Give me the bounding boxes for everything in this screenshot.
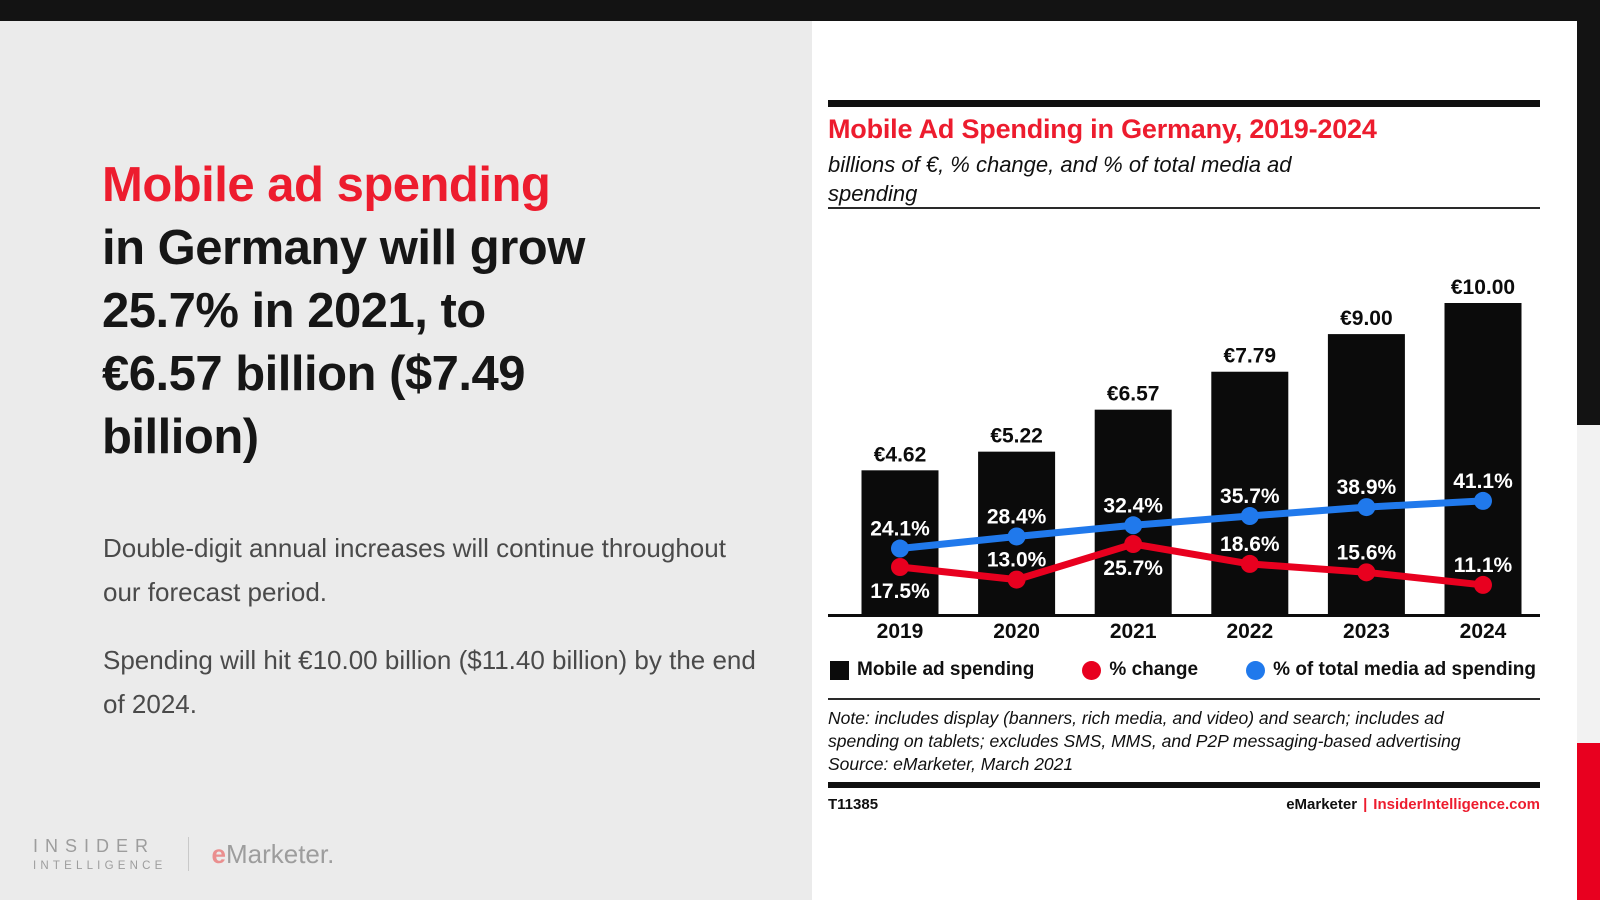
chart-subtitle-line: billions of €, % change, and % of total … — [828, 152, 1292, 177]
svg-text:2020: 2020 — [993, 620, 1040, 643]
svg-text:28.4%: 28.4% — [987, 505, 1047, 528]
headline-line: in Germany will grow — [102, 221, 585, 275]
footer-brand-links: eMarketer | InsiderIntelligence.com — [1286, 796, 1540, 813]
headline-line: billion) — [102, 410, 259, 464]
svg-text:11.1%: 11.1% — [1454, 554, 1513, 577]
svg-text:25.7%: 25.7% — [1103, 557, 1163, 580]
summary-panel: Mobile ad spending in Germany will grow … — [0, 21, 812, 900]
title-top-rule — [828, 100, 1540, 107]
svg-text:18.6%: 18.6% — [1220, 533, 1280, 556]
right-edge-red-strip — [1577, 743, 1600, 900]
insider-wordmark: INSIDER — [33, 836, 156, 856]
svg-text:38.9%: 38.9% — [1337, 476, 1397, 499]
legend-item-pct-of-total: % of total media ad spending — [1246, 659, 1536, 681]
svg-text:41.1%: 41.1% — [1453, 470, 1513, 493]
chart-subtitle-line: spending — [828, 181, 918, 206]
chart-title: Mobile Ad Spending in Germany, 2019-2024 — [828, 114, 1377, 144]
emarketer-logo-rest: Marketer. — [225, 838, 335, 869]
svg-text:35.7%: 35.7% — [1220, 485, 1280, 508]
legend-swatch-red-dot — [1082, 660, 1102, 680]
brand-lockup: INSIDER INTELLIGENCE eMarketer. — [33, 836, 334, 872]
headline-line: 25.7% in 2021, to — [102, 284, 486, 338]
legend-swatch-blue-dot — [1246, 660, 1266, 680]
legend-item-pct-change: % change — [1082, 659, 1198, 681]
svg-text:2019: 2019 — [877, 620, 924, 643]
chart-note-line: spending on tablets; excludes SMS, MMS, … — [828, 731, 1461, 751]
svg-text:2022: 2022 — [1226, 620, 1273, 643]
chart-note: Note: includes display (banners, rich me… — [828, 698, 1540, 776]
headline: Mobile ad spending in Germany will grow … — [102, 154, 742, 469]
svg-text:2023: 2023 — [1343, 620, 1390, 643]
footer-divider: | — [1363, 796, 1368, 813]
right-edge-gray-strip — [1577, 425, 1600, 743]
chart-card: Mobile Ad Spending in Germany, 2019-2024… — [812, 21, 1577, 900]
headline-highlight: Mobile ad spending — [102, 158, 551, 212]
footer-rule — [828, 782, 1540, 788]
svg-text:€9.00: €9.00 — [1340, 307, 1393, 330]
top-accent-bar — [0, 0, 1600, 21]
svg-text:€7.79: €7.79 — [1224, 345, 1277, 368]
svg-text:€5.22: €5.22 — [990, 425, 1043, 448]
chart-svg: €4.62 €5.22 €6.57 €7.79 €9.00 €10.00 2019 2020 2… — [828, 276, 1540, 643]
chart-legend: Mobile ad spending % change % of total m… — [830, 659, 1536, 681]
svg-text:15.6%: 15.6% — [1337, 541, 1397, 564]
intelligence-wordmark: INTELLIGENCE — [33, 860, 167, 872]
legend-item-mobile-ad-spending: Mobile ad spending — [830, 659, 1034, 681]
legend-label: % change — [1109, 659, 1199, 680]
legend-swatch-bar — [830, 660, 849, 680]
svg-text:32.4%: 32.4% — [1103, 494, 1163, 517]
logo-divider — [188, 837, 190, 871]
chart-footer: T11385 eMarketer | InsiderIntelligence.com — [828, 796, 1540, 813]
svg-text:2021: 2021 — [1110, 620, 1157, 643]
subtitle-rule — [828, 207, 1540, 209]
chart-id: T11385 — [828, 796, 879, 813]
chart-subtitle: billions of €, % change, and % of total … — [828, 150, 1292, 208]
summary-paragraph-1: Double-digit annual increases will conti… — [103, 533, 726, 607]
right-edge-black-strip — [1577, 21, 1600, 425]
svg-text:13.0%: 13.0% — [987, 549, 1047, 572]
svg-text:24.1%: 24.1% — [870, 518, 930, 541]
svg-text:€6.57: €6.57 — [1107, 383, 1160, 406]
chart-note-line: Note: includes display (banners, rich me… — [828, 708, 1444, 728]
footer-emarketer: eMarketer — [1286, 796, 1358, 813]
emarketer-logo-e: e — [211, 838, 226, 869]
svg-text:2024: 2024 — [1460, 620, 1507, 643]
summary-paragraph-2: Spending will hit €10.00 billion ($11.40… — [103, 645, 756, 719]
headline-line: €6.57 billion ($7.49 — [102, 347, 526, 401]
svg-text:17.5%: 17.5% — [870, 580, 930, 603]
footer-site-link[interactable]: InsiderIntelligence.com — [1373, 796, 1540, 813]
emarketer-logo: eMarketer. — [211, 839, 334, 870]
insider-intelligence-logo: INSIDER INTELLIGENCE — [33, 836, 166, 872]
legend-label: Mobile ad spending — [857, 659, 1035, 680]
chart-note-line: Source: eMarketer, March 2021 — [828, 754, 1074, 774]
svg-text:€10.00: €10.00 — [1451, 276, 1515, 299]
svg-text:€4.62: €4.62 — [874, 443, 927, 466]
legend-label: % of total media ad spending — [1273, 659, 1536, 680]
